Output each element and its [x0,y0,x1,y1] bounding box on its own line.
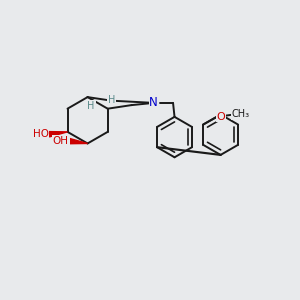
Polygon shape [49,132,68,137]
Text: HO: HO [33,129,49,139]
Polygon shape [69,138,88,144]
Text: CH₃: CH₃ [231,109,249,119]
Text: H: H [88,101,95,111]
Text: OH: OH [53,136,69,146]
Text: N: N [149,96,158,110]
Text: H: H [107,95,115,105]
Text: O: O [217,112,225,122]
